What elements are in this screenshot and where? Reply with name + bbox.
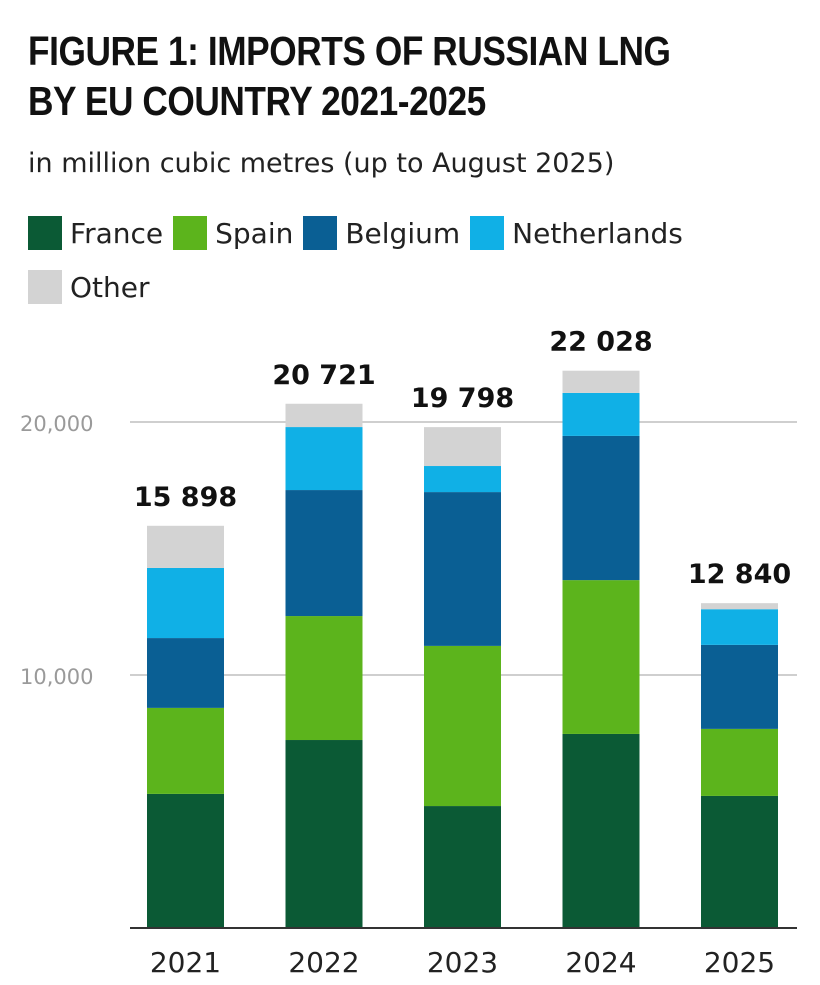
- legend-label: Netherlands: [512, 216, 683, 250]
- x-tick-label-2022: 2022: [288, 946, 359, 979]
- total-label-2023: 19 798: [411, 383, 514, 414]
- bar-segment-other-2025: [701, 603, 778, 610]
- bar-segment-spain-2025: [701, 728, 778, 796]
- legend: France Spain Belgium Netherlands Other: [28, 216, 808, 304]
- total-label-2021: 15 898: [134, 482, 237, 513]
- x-tick-label-2023: 2023: [427, 946, 498, 979]
- legend-label: Spain: [215, 216, 294, 250]
- bar-segment-france-2024: [562, 733, 640, 928]
- title-line-2: BY EU COUNTRY 2021-2025: [28, 78, 486, 124]
- bar-segment-france-2021: [147, 793, 224, 928]
- bar-segment-spain-2022: [285, 616, 363, 741]
- legend-swatch: [470, 216, 505, 250]
- bar-segment-other-2021: [147, 525, 224, 568]
- bar-segment-netherlands-2025: [701, 609, 778, 645]
- x-tick-label-2021: 2021: [150, 946, 221, 979]
- legend-swatch: [28, 270, 62, 304]
- legend-swatch: [303, 216, 338, 250]
- bar-segment-belgium-2023: [424, 492, 501, 646]
- bar-segment-other-2022: [285, 403, 363, 428]
- legend-swatch: [28, 216, 62, 250]
- legend-item-belgium: Belgium: [303, 216, 460, 250]
- legend-label: Other: [70, 270, 150, 304]
- bar-segment-netherlands-2021: [147, 567, 224, 639]
- y-tick-label: 20,000: [20, 412, 93, 436]
- legend-label: France: [70, 216, 164, 250]
- bar-segment-france-2025: [701, 795, 778, 928]
- x-tick-label-2024: 2024: [565, 946, 636, 979]
- bar-segment-belgium-2024: [562, 435, 640, 581]
- chart-title: FIGURE 1: IMPORTS OF RUSSIAN LNG BY EU C…: [28, 26, 682, 126]
- bar-segment-netherlands-2022: [285, 427, 363, 491]
- bar-segment-belgium-2021: [147, 638, 224, 708]
- x-tick-label-2025: 2025: [704, 946, 775, 979]
- bar-segment-other-2024: [562, 370, 640, 393]
- bar-segment-france-2022: [285, 740, 363, 928]
- chart-subtitle: in million cubic metres (up to August 20…: [28, 148, 615, 179]
- bar-segment-spain-2024: [562, 580, 640, 734]
- total-label-2025: 12 840: [688, 559, 791, 590]
- legend-item-other: Other: [28, 270, 150, 304]
- bar-segment-netherlands-2024: [562, 392, 640, 436]
- bar-segment-netherlands-2023: [424, 466, 501, 493]
- bar-segment-other-2023: [424, 427, 501, 467]
- bar-segment-spain-2021: [147, 707, 224, 794]
- y-tick-label: 10,000: [20, 665, 93, 689]
- legend-label: Belgium: [345, 216, 461, 250]
- bar-segment-belgium-2025: [701, 644, 778, 729]
- bar-segment-france-2023: [424, 806, 501, 928]
- total-label-2022: 20 721: [272, 360, 375, 391]
- bar-segment-spain-2023: [424, 645, 501, 807]
- bar-segment-belgium-2022: [285, 490, 363, 617]
- legend-item-netherlands: Netherlands: [470, 216, 683, 250]
- legend-swatch: [173, 216, 208, 250]
- legend-item-france: France: [28, 216, 163, 250]
- title-line-1: FIGURE 1: IMPORTS OF RUSSIAN LNG: [28, 28, 671, 74]
- total-label-2024: 22 028: [549, 327, 652, 358]
- legend-item-spain: Spain: [173, 216, 293, 250]
